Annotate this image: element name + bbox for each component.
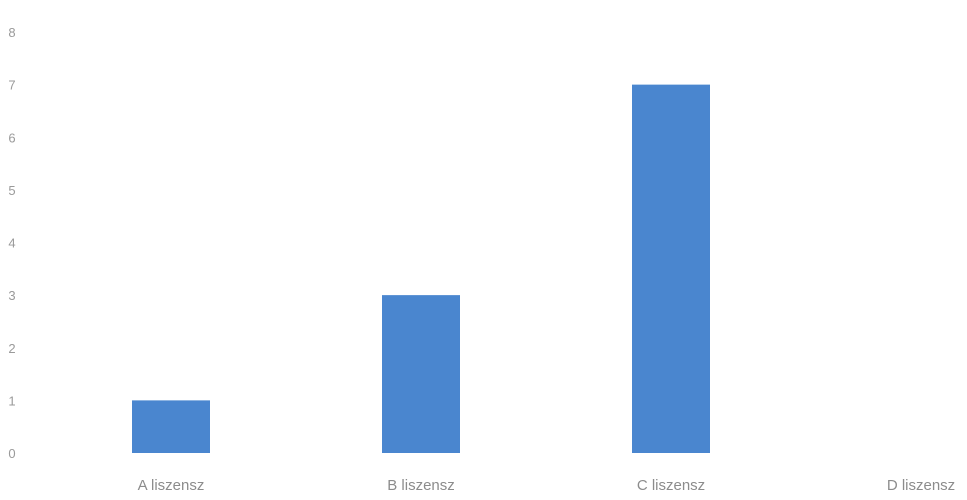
y-tick-label: 6	[8, 130, 15, 145]
category-label: B liszensz	[387, 477, 455, 494]
category-label: C liszensz	[637, 477, 705, 494]
y-tick-label: 5	[8, 183, 15, 198]
y-tick-label: 2	[8, 341, 15, 356]
bar	[132, 400, 210, 453]
x-axis-labels: A liszensz B liszensz C liszensz D liszensz	[138, 477, 956, 494]
category-label: D liszensz	[887, 477, 955, 494]
bar	[632, 84, 710, 453]
y-tick-label: 0	[8, 446, 15, 461]
category-label: A liszensz	[138, 477, 205, 494]
y-tick-label: 3	[8, 288, 15, 303]
y-tick-label: 1	[8, 393, 15, 408]
y-tick-label: 4	[8, 236, 15, 251]
bars	[132, 84, 710, 453]
y-axis-ticks: 0 1 2 3 4 5 6 7 8	[8, 25, 15, 461]
bar	[382, 295, 460, 453]
y-tick-label: 8	[8, 25, 15, 40]
y-tick-label: 7	[8, 78, 15, 93]
